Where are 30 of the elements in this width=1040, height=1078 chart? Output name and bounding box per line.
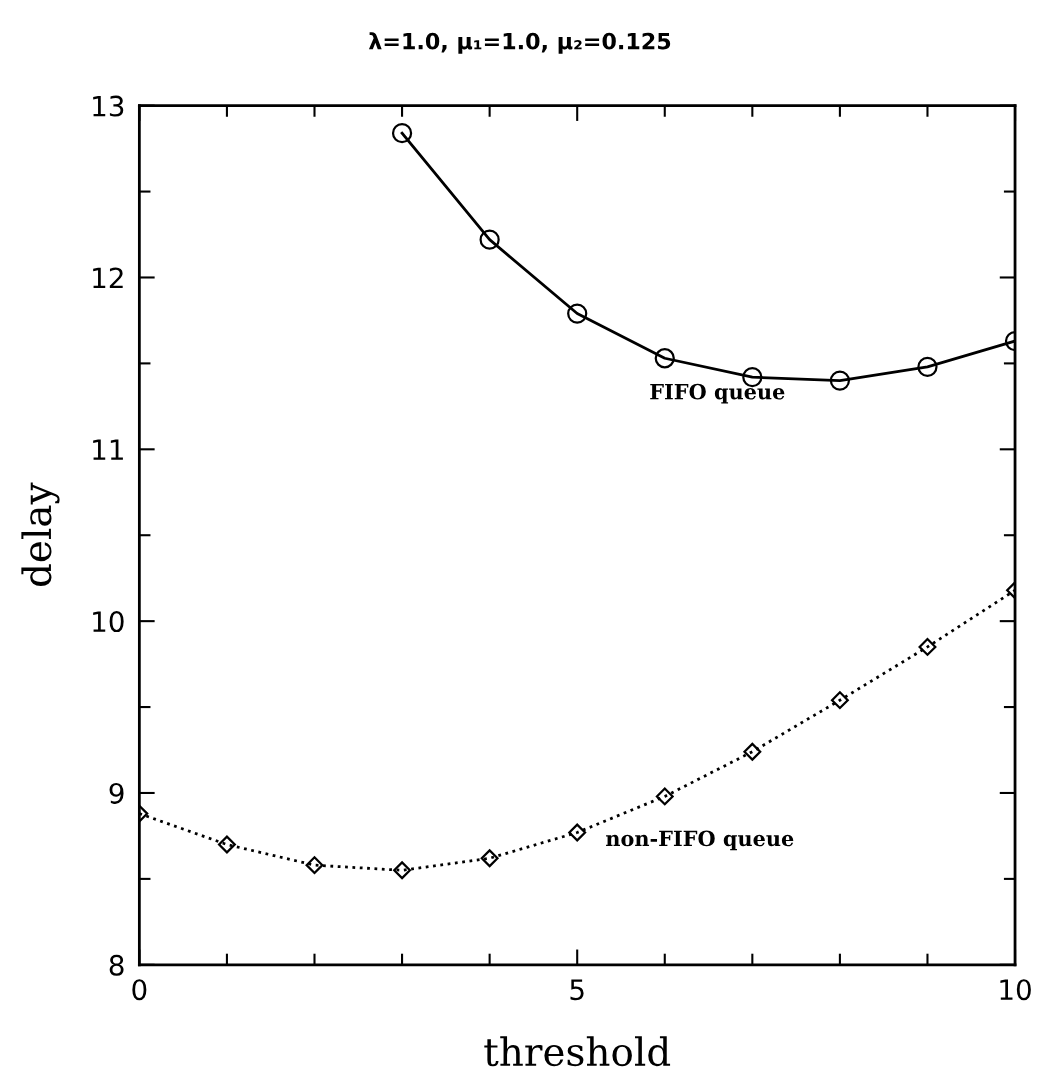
point [654, 348, 675, 369]
y-tick-label: 9 [109, 782, 124, 804]
annotation: FIFO queue [650, 383, 785, 404]
chart-title: λ=1.0, μ₁=1.0, μ₂=0.125 [368, 32, 671, 54]
point [917, 356, 938, 377]
y-tick-label: 11 [93, 439, 123, 460]
y-axis-title: delay [21, 482, 60, 587]
point [567, 303, 588, 324]
annotation: non-FIFO queue [606, 830, 794, 851]
point [829, 370, 851, 391]
point [918, 637, 937, 656]
point [568, 823, 587, 842]
point [217, 835, 236, 854]
point [393, 861, 412, 880]
point [742, 367, 763, 388]
y-tick-label: 8 [109, 954, 124, 976]
point [655, 787, 674, 806]
x-tick-label: 5 [570, 979, 584, 1001]
x-axis-title: threshold [484, 1036, 671, 1067]
point [480, 849, 499, 868]
y-tick-label: 12 [93, 267, 123, 289]
x-tick-label: 10 [1000, 979, 1031, 1001]
point [743, 742, 762, 761]
x-tick-label: 0 [132, 979, 147, 1001]
y-tick-label: 10 [93, 611, 124, 633]
point [830, 691, 849, 710]
point [305, 856, 324, 875]
y-tick-label: 13 [93, 95, 124, 117]
point [391, 123, 413, 144]
point [479, 229, 500, 250]
